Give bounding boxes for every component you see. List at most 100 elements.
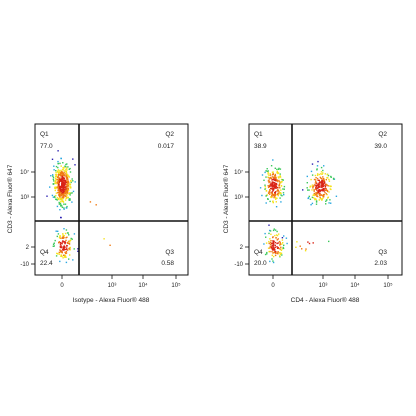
event-dot: [58, 201, 60, 204]
event-dot: [278, 193, 280, 195]
event-dot: [323, 177, 325, 180]
event-dot: [60, 250, 62, 253]
event-dot: [276, 230, 278, 233]
event-dot: [283, 185, 286, 188]
event-dot: [271, 191, 273, 193]
event-dot: [322, 185, 324, 187]
event-dot: [58, 251, 60, 254]
event-dot: [62, 196, 65, 199]
event-dot: [70, 237, 72, 240]
event-dot: [269, 230, 272, 232]
event-dot: [274, 246, 276, 248]
event-dot: [67, 193, 69, 195]
event-dot: [307, 197, 309, 200]
event-dot: [58, 184, 60, 187]
event-dot: [272, 182, 274, 184]
event-dot: [64, 182, 66, 184]
event-dot: [59, 189, 62, 192]
event-dot: [62, 254, 65, 256]
event-dot: [52, 183, 54, 185]
plot-frame: [248, 123, 403, 276]
event-dot: [62, 237, 64, 239]
event-dot: [267, 192, 270, 194]
q3-value: 0.58: [161, 260, 174, 267]
event-dot: [295, 246, 297, 248]
event-dot: [62, 181, 64, 183]
event-dot: [304, 250, 307, 252]
event-dot: [271, 242, 273, 244]
event-dot: [274, 194, 276, 196]
event-dot: [66, 248, 68, 251]
event-dot: [67, 166, 69, 168]
event-dot: [60, 192, 62, 194]
event-dot: [324, 187, 327, 189]
event-dot: [61, 198, 63, 200]
y-axis-ticks: 10⁷ 10³ 2 -10: [234, 169, 249, 268]
event-dot: [317, 195, 319, 198]
event-dot: [315, 193, 317, 195]
event-dot: [309, 186, 311, 188]
event-dot: [314, 197, 316, 200]
event-dot: [311, 184, 314, 186]
event-dot: [278, 191, 280, 193]
event-dot: [67, 178, 69, 181]
event-dot: [51, 158, 54, 160]
q2-label: Q2: [165, 131, 174, 138]
event-dot: [261, 174, 264, 176]
event-dot: [270, 183, 272, 185]
event-dot: [280, 246, 282, 248]
event-dot: [66, 196, 68, 199]
event-dot: [62, 183, 65, 185]
event-dot: [61, 237, 63, 239]
event-dot: [311, 202, 314, 205]
event-dot: [308, 189, 310, 191]
event-dot: [277, 242, 279, 244]
event-dot: [272, 200, 274, 203]
event-dot: [52, 243, 55, 245]
event-dot: [310, 204, 312, 206]
event-dot: [64, 183, 66, 186]
event-dot: [273, 249, 275, 251]
event-dot: [306, 182, 308, 184]
event-dot: [321, 198, 323, 201]
event-dot: [282, 188, 284, 190]
event-dot: [60, 157, 62, 160]
event-dot: [322, 195, 324, 197]
event-dot: [315, 184, 317, 186]
event-dot: [278, 233, 280, 235]
event-dot: [273, 185, 275, 187]
event-dot: [273, 195, 275, 197]
event-dot: [67, 174, 69, 176]
event-dot: [259, 187, 262, 189]
event-dot: [68, 243, 71, 245]
event-dot: [60, 195, 62, 197]
event-dot: [62, 186, 65, 189]
event-dot: [273, 184, 275, 186]
event-dot: [64, 170, 66, 172]
event-dot: [67, 242, 69, 244]
event-dot: [60, 178, 63, 180]
x-tick-label: 0: [60, 283, 64, 289]
event-dot: [277, 194, 279, 197]
event-dot: [61, 183, 64, 186]
event-dot: [58, 189, 60, 191]
event-dot: [54, 189, 56, 192]
event-dot: [60, 186, 62, 188]
event-dot: [60, 169, 62, 172]
event-dot: [279, 192, 281, 194]
event-dot: [269, 245, 271, 248]
event-dot: [273, 182, 275, 184]
event-dot: [271, 192, 274, 195]
event-dot: [315, 188, 318, 190]
event-dot: [69, 249, 71, 251]
event-dot: [335, 195, 338, 197]
event-dot: [63, 207, 65, 209]
event-dot: [272, 246, 274, 248]
event-dot: [65, 187, 68, 189]
event-dot: [58, 178, 60, 180]
event-dot: [68, 181, 70, 183]
event-dot: [58, 183, 60, 185]
event-dot: [278, 183, 281, 185]
event-dot: [65, 176, 67, 178]
event-dot: [281, 237, 284, 239]
